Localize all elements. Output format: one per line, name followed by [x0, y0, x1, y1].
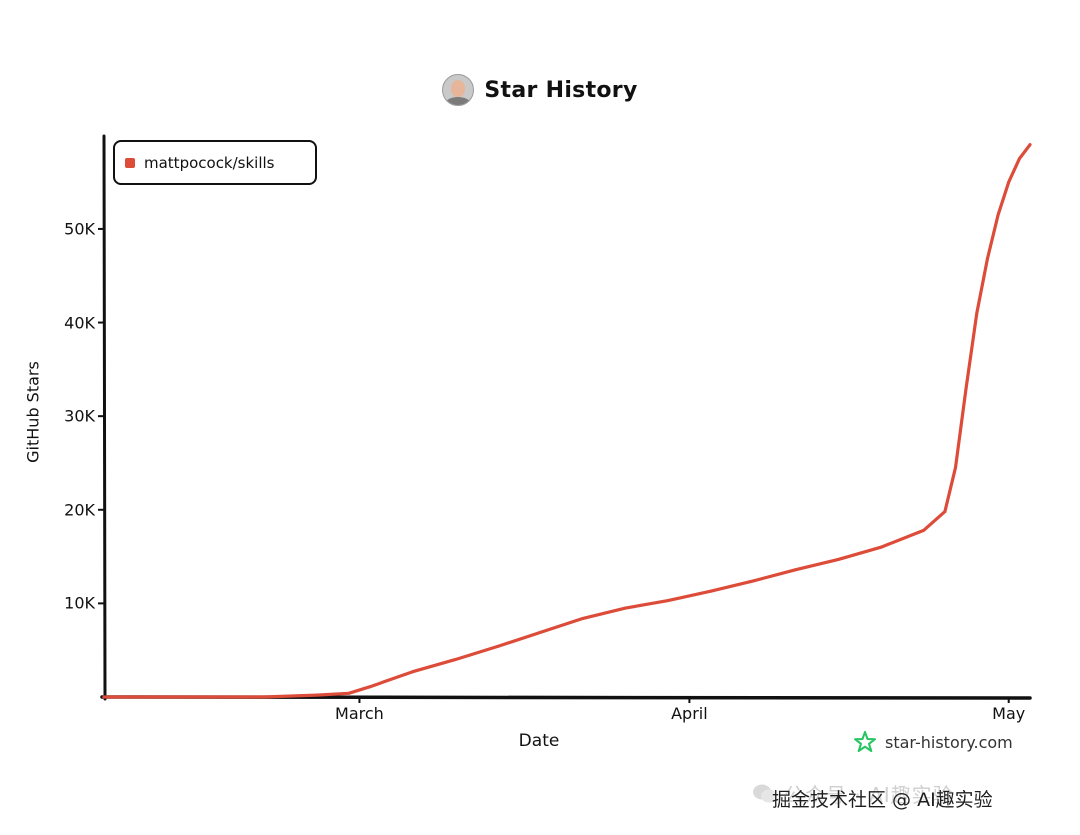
wechat-icon — [753, 784, 777, 802]
data-point — [262, 695, 266, 699]
data-point — [1028, 143, 1032, 147]
data-point — [964, 386, 968, 390]
data-point — [751, 579, 755, 583]
legend-swatch — [125, 157, 135, 168]
y-axis-line — [102, 134, 107, 701]
owner-avatar[interactable] — [442, 74, 475, 106]
legend-label[interactable]: mattpocock/skills — [144, 153, 275, 172]
data-point — [975, 311, 979, 315]
data-point — [996, 213, 1000, 217]
data-point — [1018, 157, 1021, 161]
y-tick-label: 50K — [64, 219, 95, 239]
data-point — [155, 695, 159, 699]
series-line[interactable] — [102, 143, 1032, 699]
data-point — [943, 510, 947, 513]
data-point — [102, 695, 106, 699]
brand-label[interactable]: star-history.com — [885, 732, 1013, 752]
watermark-faded: 公众号 · AI趣实验 — [752, 779, 954, 808]
x-tick-label: March — [335, 704, 384, 723]
watermark-faded-text: 公众号 · AI趣实验 — [784, 783, 954, 807]
data-point — [496, 645, 500, 648]
data-point — [666, 599, 670, 602]
x-axis-label: Date — [518, 731, 560, 751]
data-point — [922, 529, 925, 532]
chart-title: Star History — [484, 77, 638, 103]
data-point — [954, 466, 957, 469]
y-tick-label: 20K — [64, 500, 95, 520]
legend: mattpocock/skills — [113, 140, 317, 185]
data-point — [837, 558, 840, 561]
y-tick-label: 10K — [64, 593, 95, 613]
y-tick-label: 40K — [64, 313, 95, 333]
chart-header: Star History — [0, 70, 1080, 110]
data-point — [624, 606, 627, 610]
data-point — [986, 257, 989, 261]
data-point — [539, 631, 542, 634]
y-tick-label: 30K — [64, 406, 95, 426]
data-point — [315, 693, 319, 697]
watermark-main-text: 掘金技术社区 @ AI趣实验 — [772, 789, 993, 811]
x-tick-label: April — [671, 704, 708, 723]
brand-link[interactable]: star-history.com — [853, 730, 1013, 754]
series-layer — [102, 143, 1032, 699]
data-point — [879, 545, 883, 549]
x-tick-label: May — [992, 704, 1026, 723]
data-point — [209, 695, 212, 699]
data-point — [347, 691, 351, 695]
data-point — [1007, 180, 1011, 184]
star-icon — [854, 731, 876, 752]
data-point — [368, 685, 372, 689]
data-point — [709, 589, 713, 593]
y-axis-label: GitHub Stars — [23, 361, 43, 463]
data-point — [581, 617, 585, 620]
chart-axes — [98, 134, 1032, 703]
data-point — [411, 670, 415, 674]
data-point — [794, 568, 798, 572]
data-point — [453, 658, 457, 661]
